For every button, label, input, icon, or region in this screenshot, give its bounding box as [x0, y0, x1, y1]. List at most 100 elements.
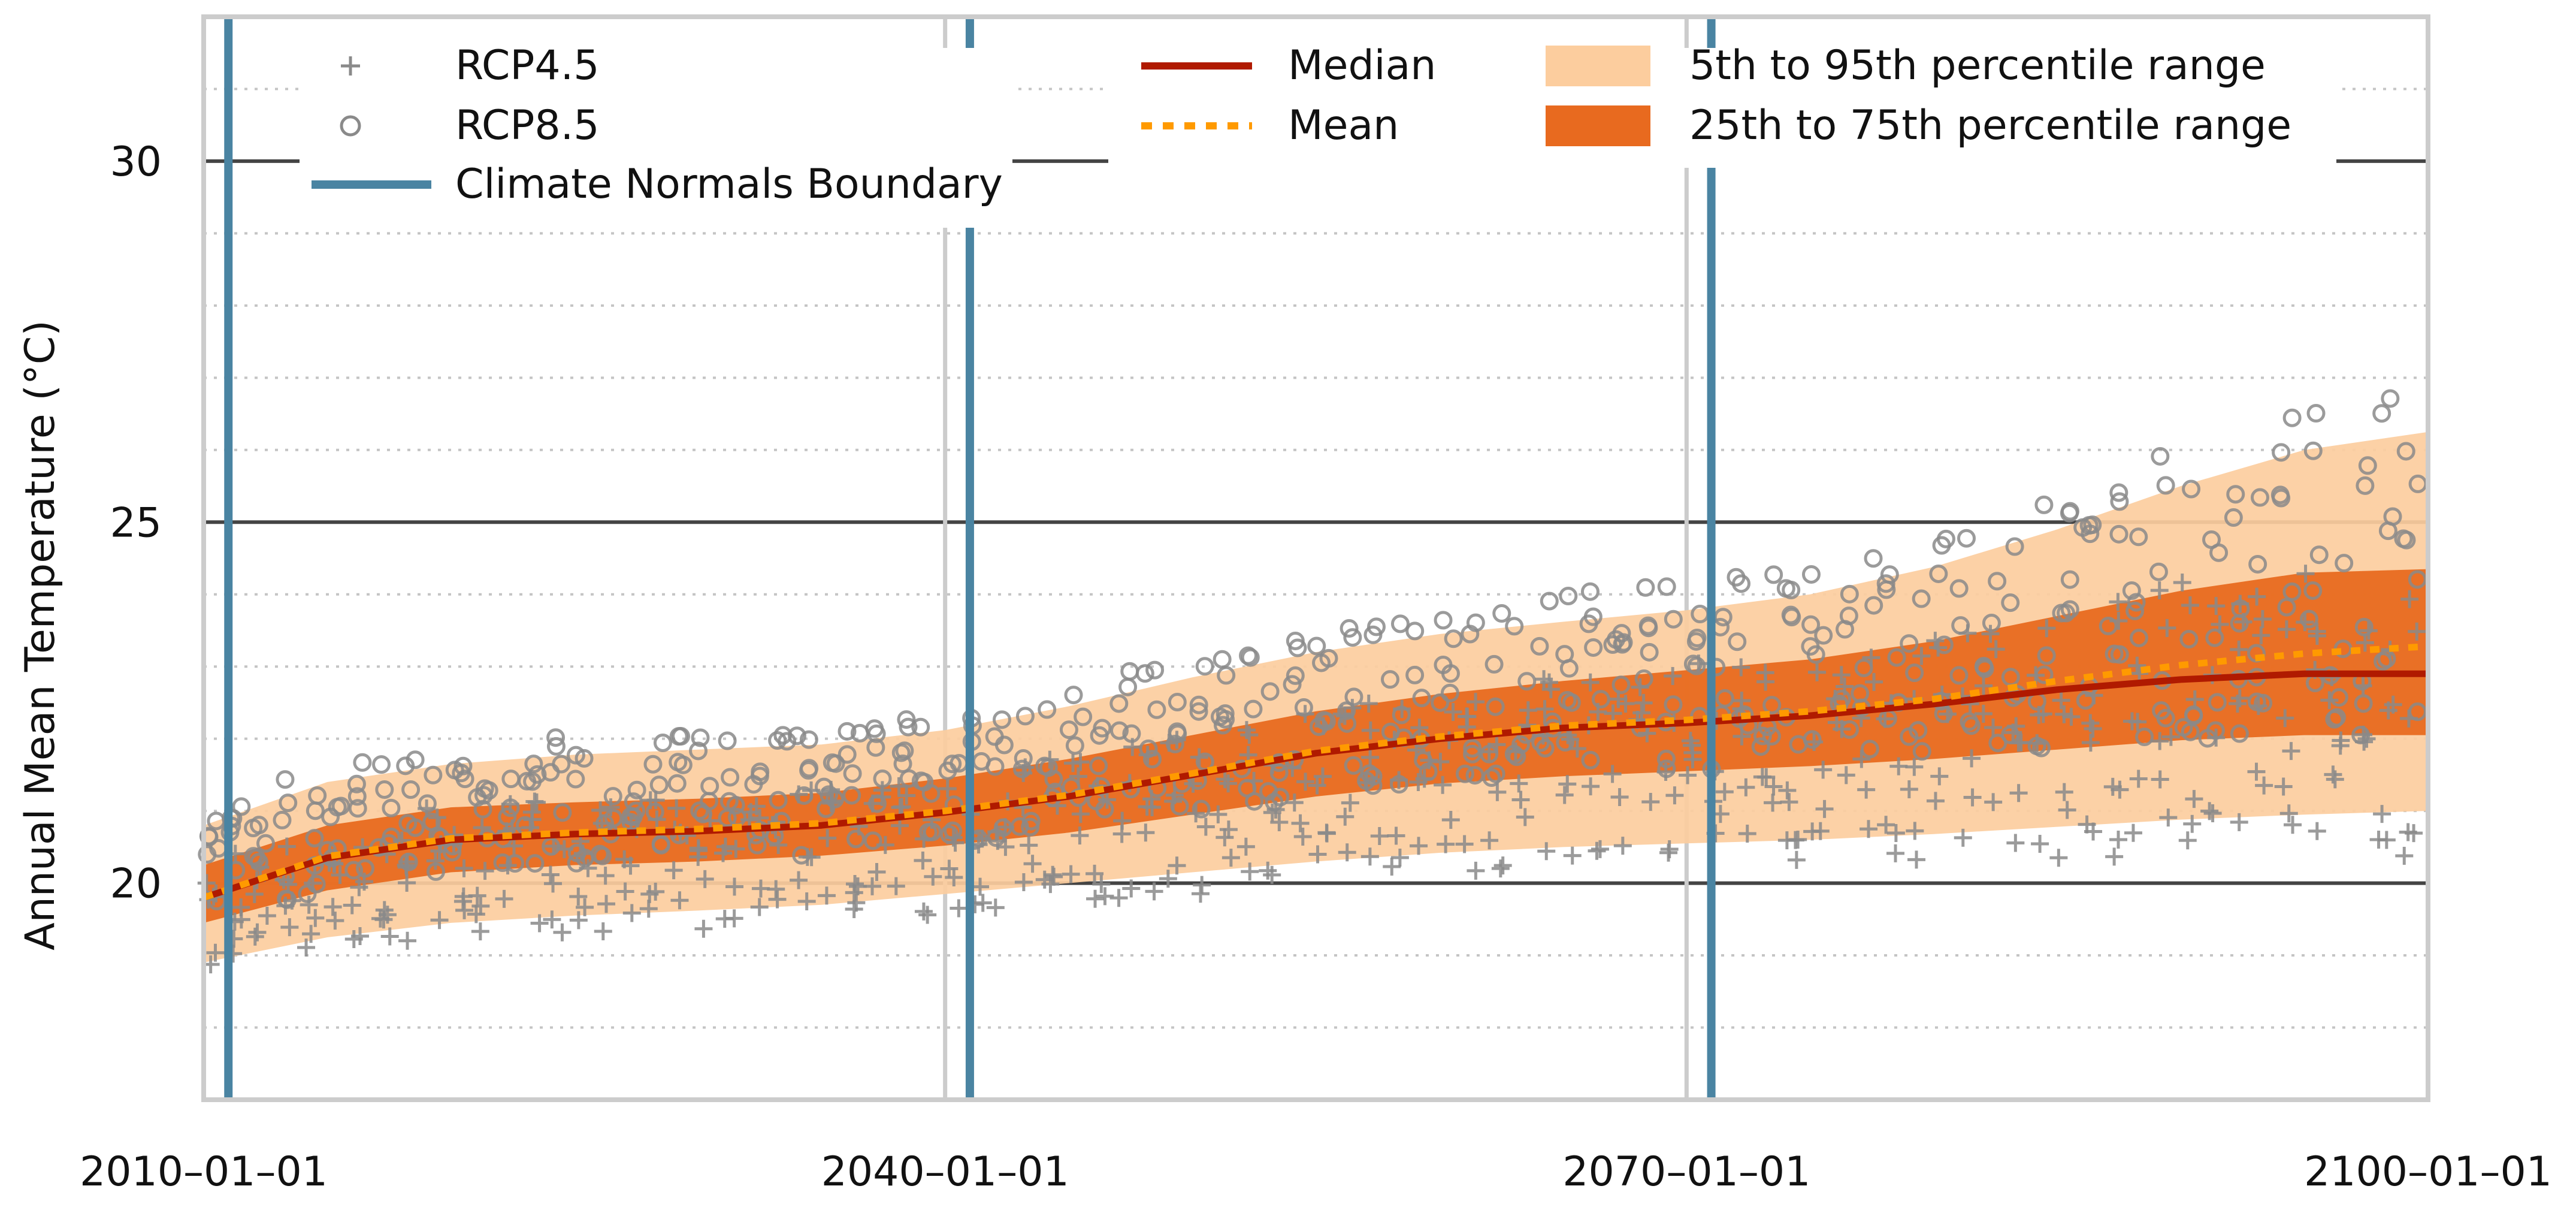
rcp45-point [1665, 786, 1684, 805]
rcp45-point [924, 867, 942, 886]
rcp45-point [694, 919, 713, 938]
rcp45-point [1359, 694, 1378, 713]
rcp45-point [1196, 817, 1215, 836]
rcp45-point [2130, 664, 2149, 683]
rcp45-point [1159, 870, 1177, 888]
rcp45-point [863, 794, 882, 813]
rcp85-point [546, 737, 566, 756]
rcp85-point [1951, 616, 1970, 635]
rcp85-point [1015, 707, 1035, 726]
rcp45-point [2151, 770, 2169, 789]
rcp85-point [1038, 700, 1057, 719]
rcp85-point [1751, 737, 1770, 756]
rcp45-point [1062, 865, 1080, 883]
rcp85-point [1337, 701, 1356, 720]
rcp45-point [1393, 699, 1411, 718]
rcp45-point [343, 896, 361, 915]
rcp45-point [323, 898, 342, 916]
rcp85-point [1440, 683, 1459, 702]
rcp85-point [2358, 456, 2377, 475]
rcp85-point [347, 774, 366, 793]
rcp45-point [1237, 721, 1256, 740]
rcp85-point [842, 786, 861, 805]
rcp45-point [1236, 837, 1255, 856]
rcp85-point [1657, 759, 1676, 779]
rcp45-point [1023, 855, 1042, 873]
rcp45-point [1245, 772, 1263, 790]
rcp85-point [2174, 718, 2193, 737]
rcp85-point [2329, 688, 2348, 707]
rcp45-point [1715, 783, 1734, 801]
rcp85-point [1344, 687, 1363, 707]
rcp45-point [1336, 807, 1354, 826]
rcp45-point [1581, 673, 1600, 692]
rcp85-point [2230, 614, 2249, 633]
rcp45-point [569, 911, 588, 930]
rcp45-point [1113, 811, 1132, 830]
rcp45-point [2230, 640, 2248, 659]
rcp45-point [1308, 776, 1326, 795]
rcp85-point [427, 862, 446, 881]
rcp85-point [643, 755, 663, 774]
rcp45-point [1437, 835, 1455, 853]
rcp85-point [873, 769, 892, 788]
rcp85-point [474, 786, 493, 805]
rcp85-point [2060, 503, 2079, 523]
rcp85-point [2122, 581, 2141, 600]
rcp45-point [1613, 837, 1632, 855]
rcp85-point [1636, 578, 1655, 597]
rcp85-point [1012, 759, 1032, 779]
rcp45-point [430, 911, 449, 930]
rcp45-point [1889, 757, 1908, 776]
rcp85-point [2110, 492, 2129, 511]
rcp85-point [1357, 771, 1376, 790]
rcp45-point [802, 848, 821, 867]
rcp85-point [940, 825, 959, 844]
rcp45-point [251, 858, 270, 877]
x-axis-ticks: 2010–01–01 2040–01–01 2070–01–01 2100–01–01 [80, 1148, 2552, 1196]
x-tick-label: 2040–01–01 [821, 1148, 1069, 1196]
rcp85-point [669, 753, 688, 772]
rcp45-point [2408, 622, 2426, 641]
rcp45-point [522, 803, 541, 822]
rcp45-point [2009, 784, 2028, 802]
rcp45-point [1270, 813, 1289, 832]
rcp85-point [1887, 648, 1906, 667]
rcp45-point [2277, 620, 2296, 639]
rcp45-point [817, 886, 836, 905]
rcp45-point [918, 906, 937, 924]
rcp85-point [985, 757, 1005, 776]
rcp45-point [1296, 773, 1315, 791]
rcp85-point [298, 884, 317, 903]
rcp45-point [1664, 667, 1682, 686]
rcp45-point [1263, 865, 1281, 884]
x-tick-label: 2070–01–01 [1562, 1148, 1810, 1196]
rcp85-point [372, 755, 391, 774]
rcp85-point [1535, 738, 1555, 758]
rcp45-point [1912, 647, 1931, 665]
rcp45-point [689, 839, 708, 858]
rcp45-point [1519, 701, 1537, 720]
rcp45-point [2211, 615, 2229, 633]
rcp85-point [2381, 389, 2400, 408]
rcp85-point [690, 801, 709, 820]
rcp85-point [2303, 441, 2323, 460]
rcp85-point [348, 799, 367, 818]
rcp45-point [725, 909, 743, 928]
rcp85-point [2396, 442, 2415, 461]
rcp45-point [648, 810, 666, 829]
rcp85-point [1580, 582, 1600, 601]
rcp45-point [2230, 813, 2248, 831]
rcp45-point [1975, 677, 1993, 695]
rcp85-point [443, 843, 462, 862]
rcp45-point [2012, 733, 2030, 752]
rcp45-point [622, 904, 641, 922]
rcp85-point [247, 848, 266, 867]
rcp45-point [615, 850, 634, 868]
rcp85-point [1259, 781, 1278, 801]
rcp85-point [1753, 726, 1772, 746]
rcp85-point [1143, 750, 1162, 769]
rcp45-point [2308, 822, 2326, 840]
rcp45-point [380, 927, 399, 946]
rcp45-point [1764, 793, 1782, 812]
